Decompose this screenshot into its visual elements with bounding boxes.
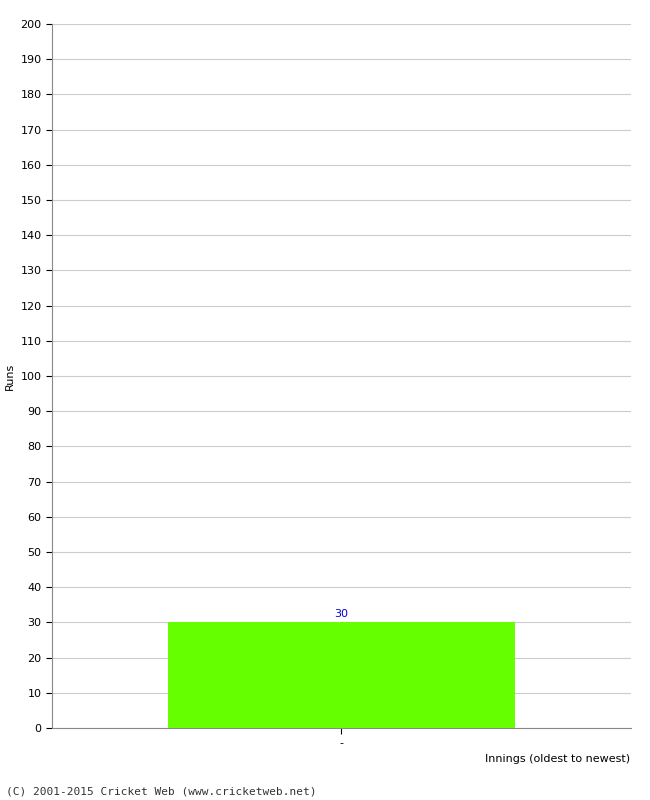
Text: 30: 30 <box>334 609 348 619</box>
X-axis label: Innings (oldest to newest): Innings (oldest to newest) <box>486 754 630 764</box>
Text: (C) 2001-2015 Cricket Web (www.cricketweb.net): (C) 2001-2015 Cricket Web (www.cricketwe… <box>6 786 317 796</box>
Bar <box>168 622 515 728</box>
Y-axis label: Runs: Runs <box>5 362 15 390</box>
